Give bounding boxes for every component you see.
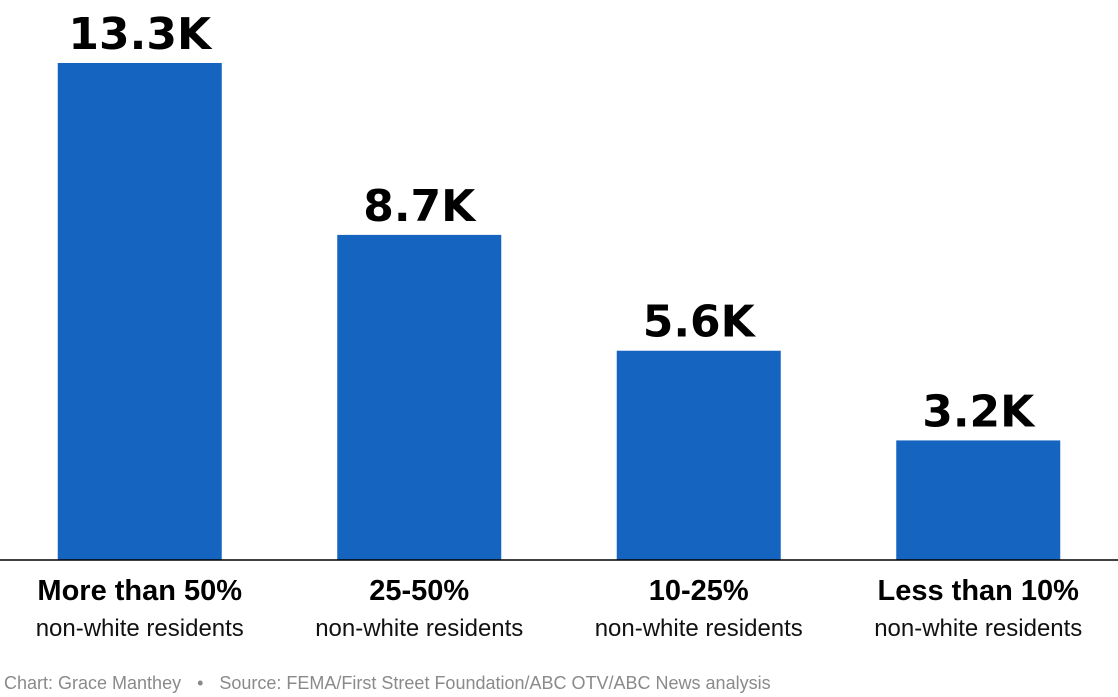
category-label-2: 25-50% [369,575,469,607]
data-label-1: 13.3K [68,9,213,60]
chart-credit: Chart: Grace Manthey [4,673,182,693]
bar-chart: 13.3K More than 50% non-white residents 8.7… [0,9,1118,642]
category-sublabel-3: non-white residents [595,615,803,642]
bar-4 [896,440,1061,560]
footer-separator: • [197,673,204,693]
category-sublabel-4: non-white residents [874,615,1082,642]
category-label-3: 10-25% [649,575,749,607]
bar-1 [57,63,222,560]
category-sublabel-1: non-white residents [36,615,244,642]
bars-layer [57,63,1061,561]
category-label-4: Less than 10% [878,575,1080,607]
labels-layer: 13.3K More than 50% non-white residents 8.7… [36,9,1083,642]
data-label-2: 8.7K [363,181,477,232]
category-label-1: More than 50% [37,575,242,607]
bar-3 [616,350,781,560]
data-label-4: 3.2K [922,386,1036,437]
chart-footer: Chart: Grace Manthey • Source: FEMA/First … [4,673,771,694]
data-label-3: 5.6K [643,297,757,348]
chart-source: Source: FEMA/First Street Foundation/ABC… [219,673,771,693]
category-sublabel-2: non-white residents [315,615,523,642]
bar-2 [337,234,502,561]
